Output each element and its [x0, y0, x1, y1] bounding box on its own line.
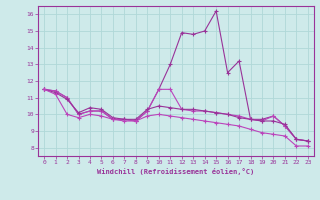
X-axis label: Windchill (Refroidissement éolien,°C): Windchill (Refroidissement éolien,°C) [97, 168, 255, 175]
